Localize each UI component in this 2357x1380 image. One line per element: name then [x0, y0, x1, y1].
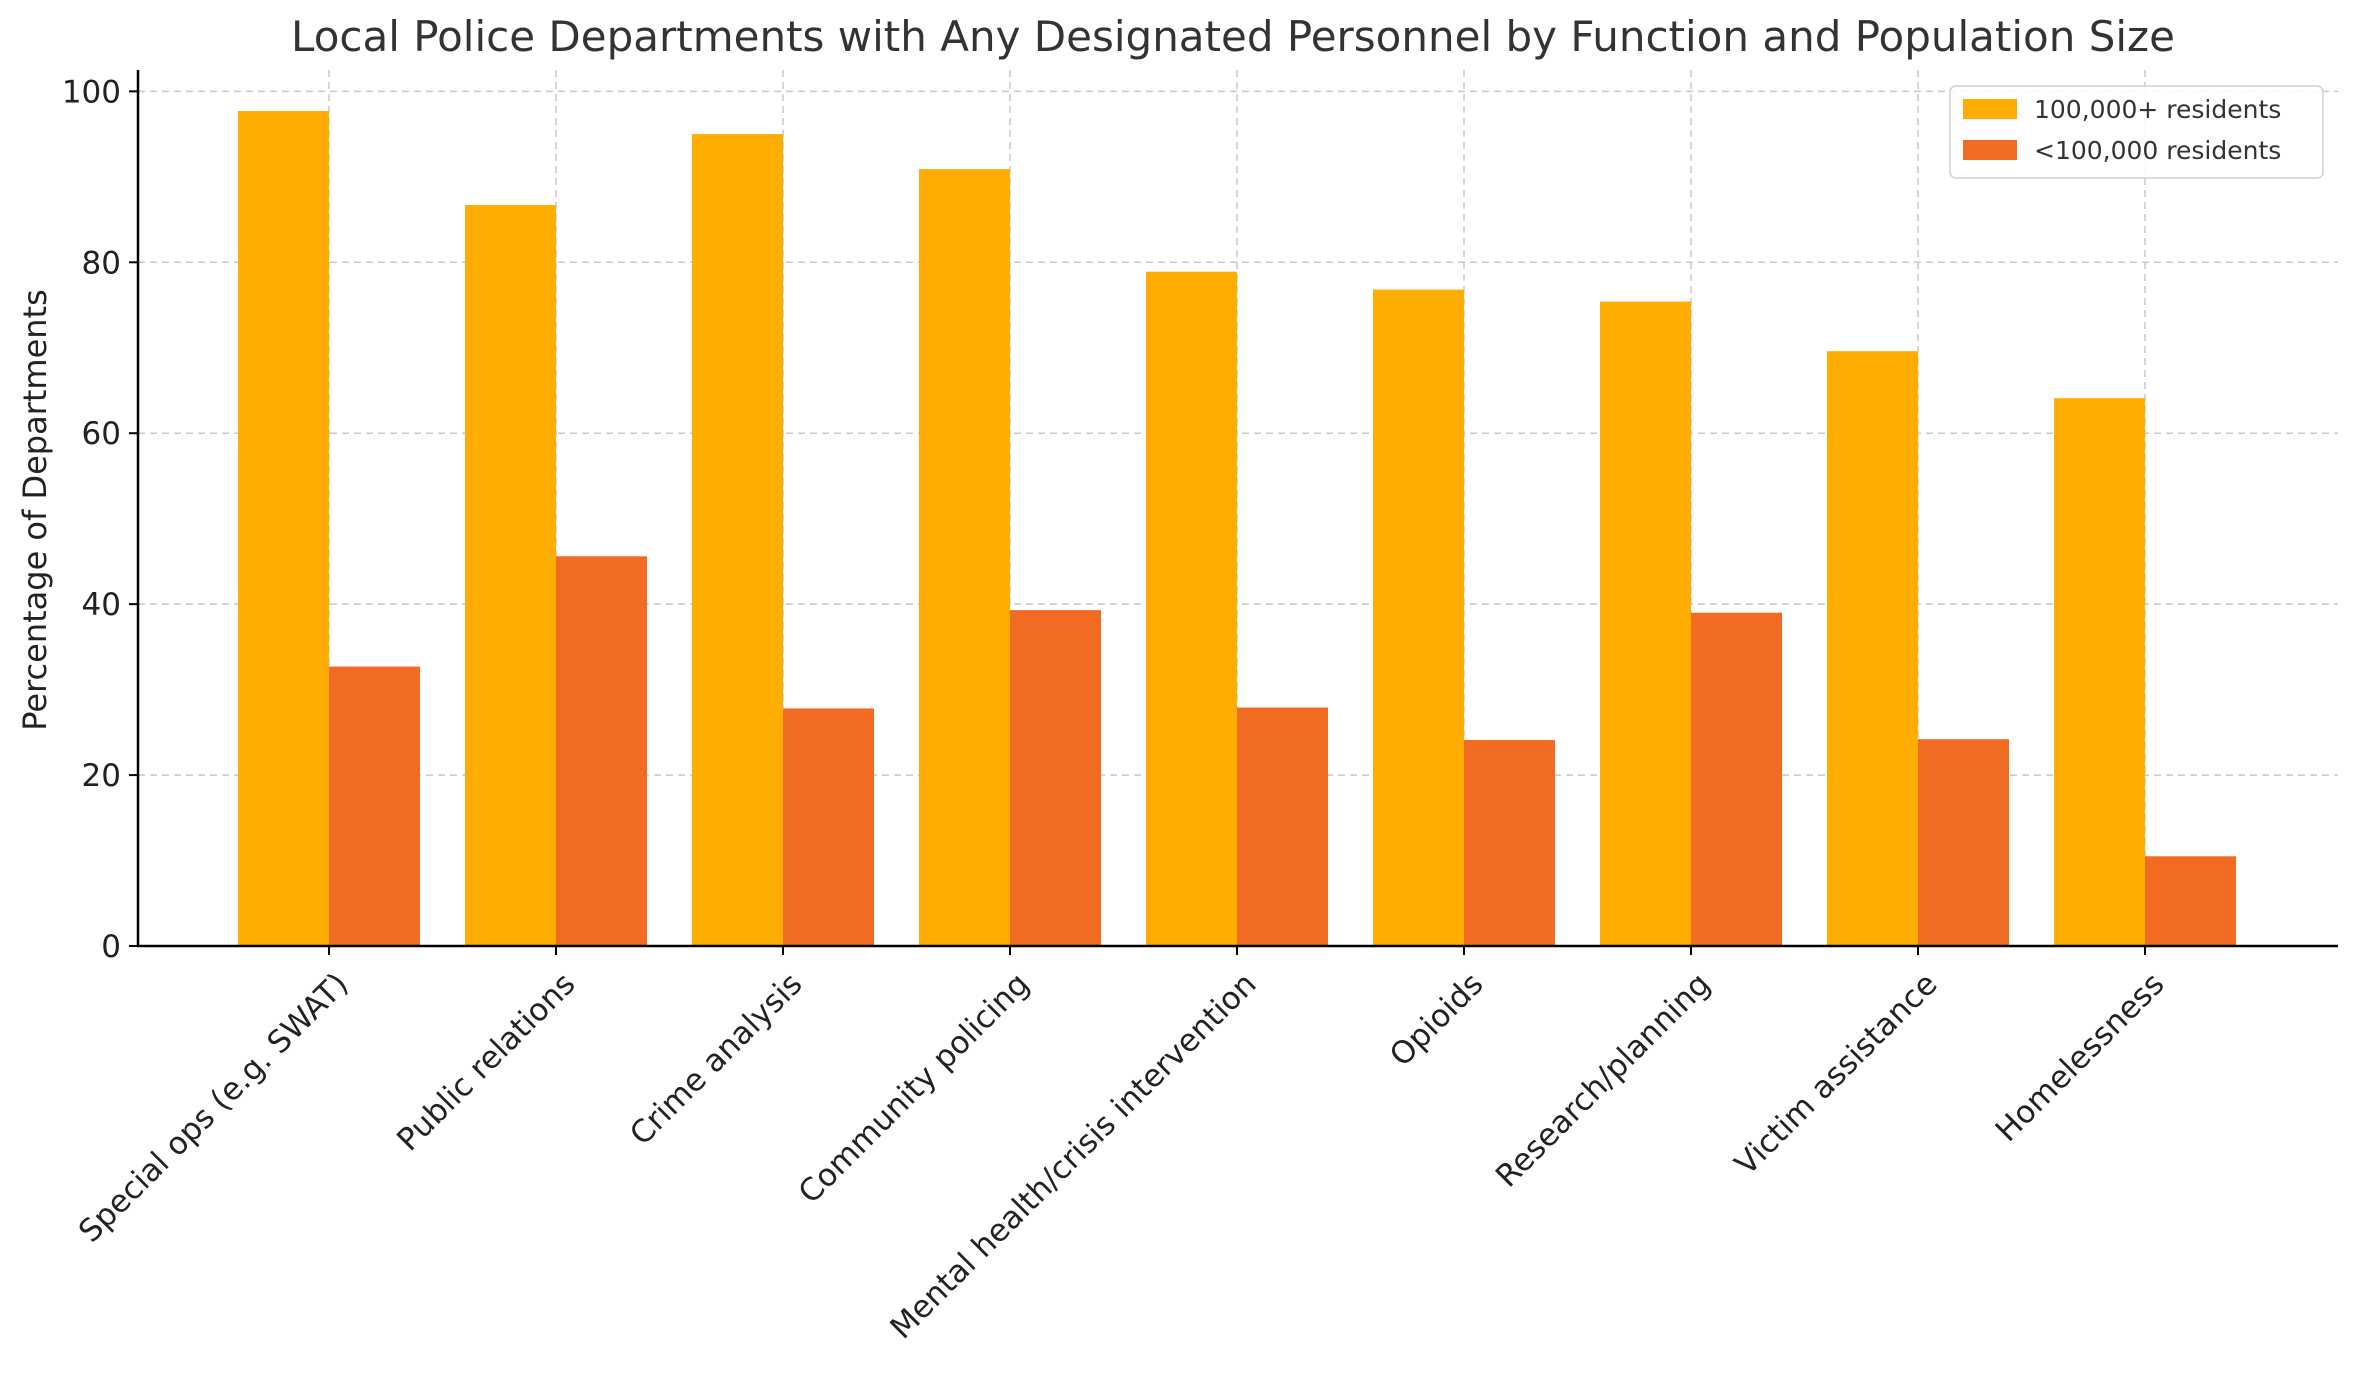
- y-tick-label: 60: [82, 416, 121, 452]
- legend-swatch: [1963, 140, 2017, 160]
- bar-large-pop: [692, 134, 783, 947]
- bar-large-pop: [1146, 271, 1237, 946]
- x-tick-label: Mental health/crisis intervention: [883, 966, 1263, 1346]
- y-tick-label: 20: [82, 758, 121, 794]
- y-tick-label: 80: [82, 245, 121, 281]
- x-tick-label: Research/planning: [1489, 966, 1718, 1195]
- x-tick-label: Special ops (e.g. SWAT): [72, 966, 356, 1250]
- bar-small-pop: [1691, 612, 1782, 946]
- bar-large-pop: [1827, 351, 1918, 946]
- x-ticks: Special ops (e.g. SWAT) Public relations C…: [72, 946, 2172, 1346]
- bar-large-pop: [1373, 289, 1464, 946]
- x-tick-label: Homelessness: [1989, 966, 2172, 1149]
- bar-large-pop: [465, 205, 556, 946]
- bar-small-pop: [1464, 740, 1555, 946]
- bar-small-pop: [1918, 739, 2009, 946]
- bar-small-pop: [1010, 610, 1101, 946]
- legend: 100,000+ residents <100,000 residents: [1949, 85, 2324, 179]
- bar-small-pop: [329, 666, 420, 946]
- bar-small-pop: [556, 556, 647, 946]
- bar-large-pop: [1600, 301, 1691, 947]
- bars: [238, 111, 2236, 947]
- y-axis-label: Percentage of Departments: [16, 289, 54, 731]
- legend-swatch: [1963, 99, 2017, 119]
- bar-small-pop: [1237, 707, 1328, 946]
- y-tick-label: 40: [82, 587, 121, 623]
- legend-label: <100,000 residents: [2034, 136, 2281, 165]
- bar-large-pop: [919, 169, 1010, 946]
- x-tick-label: Opioids: [1383, 966, 1491, 1074]
- legend-label: 100,000+ residents: [2034, 95, 2281, 124]
- y-ticks: 0 20 40 60 80 100: [62, 74, 138, 965]
- chart-title: Local Police Departments with Any Design…: [291, 12, 2175, 61]
- x-tick-label: Crime analysis: [623, 966, 809, 1152]
- y-tick-label: 0: [101, 929, 121, 965]
- x-tick-label: Victim assistance: [1728, 966, 1944, 1182]
- x-tick-label: Public relations: [390, 966, 582, 1158]
- y-tick-label: 100: [62, 74, 121, 110]
- bar-large-pop: [2054, 398, 2145, 946]
- bar-small-pop: [783, 708, 874, 946]
- bar-small-pop: [2145, 856, 2236, 946]
- legend-box: [1949, 85, 2324, 179]
- x-tick-label: Community policing: [792, 966, 1037, 1211]
- bar-large-pop: [238, 111, 329, 946]
